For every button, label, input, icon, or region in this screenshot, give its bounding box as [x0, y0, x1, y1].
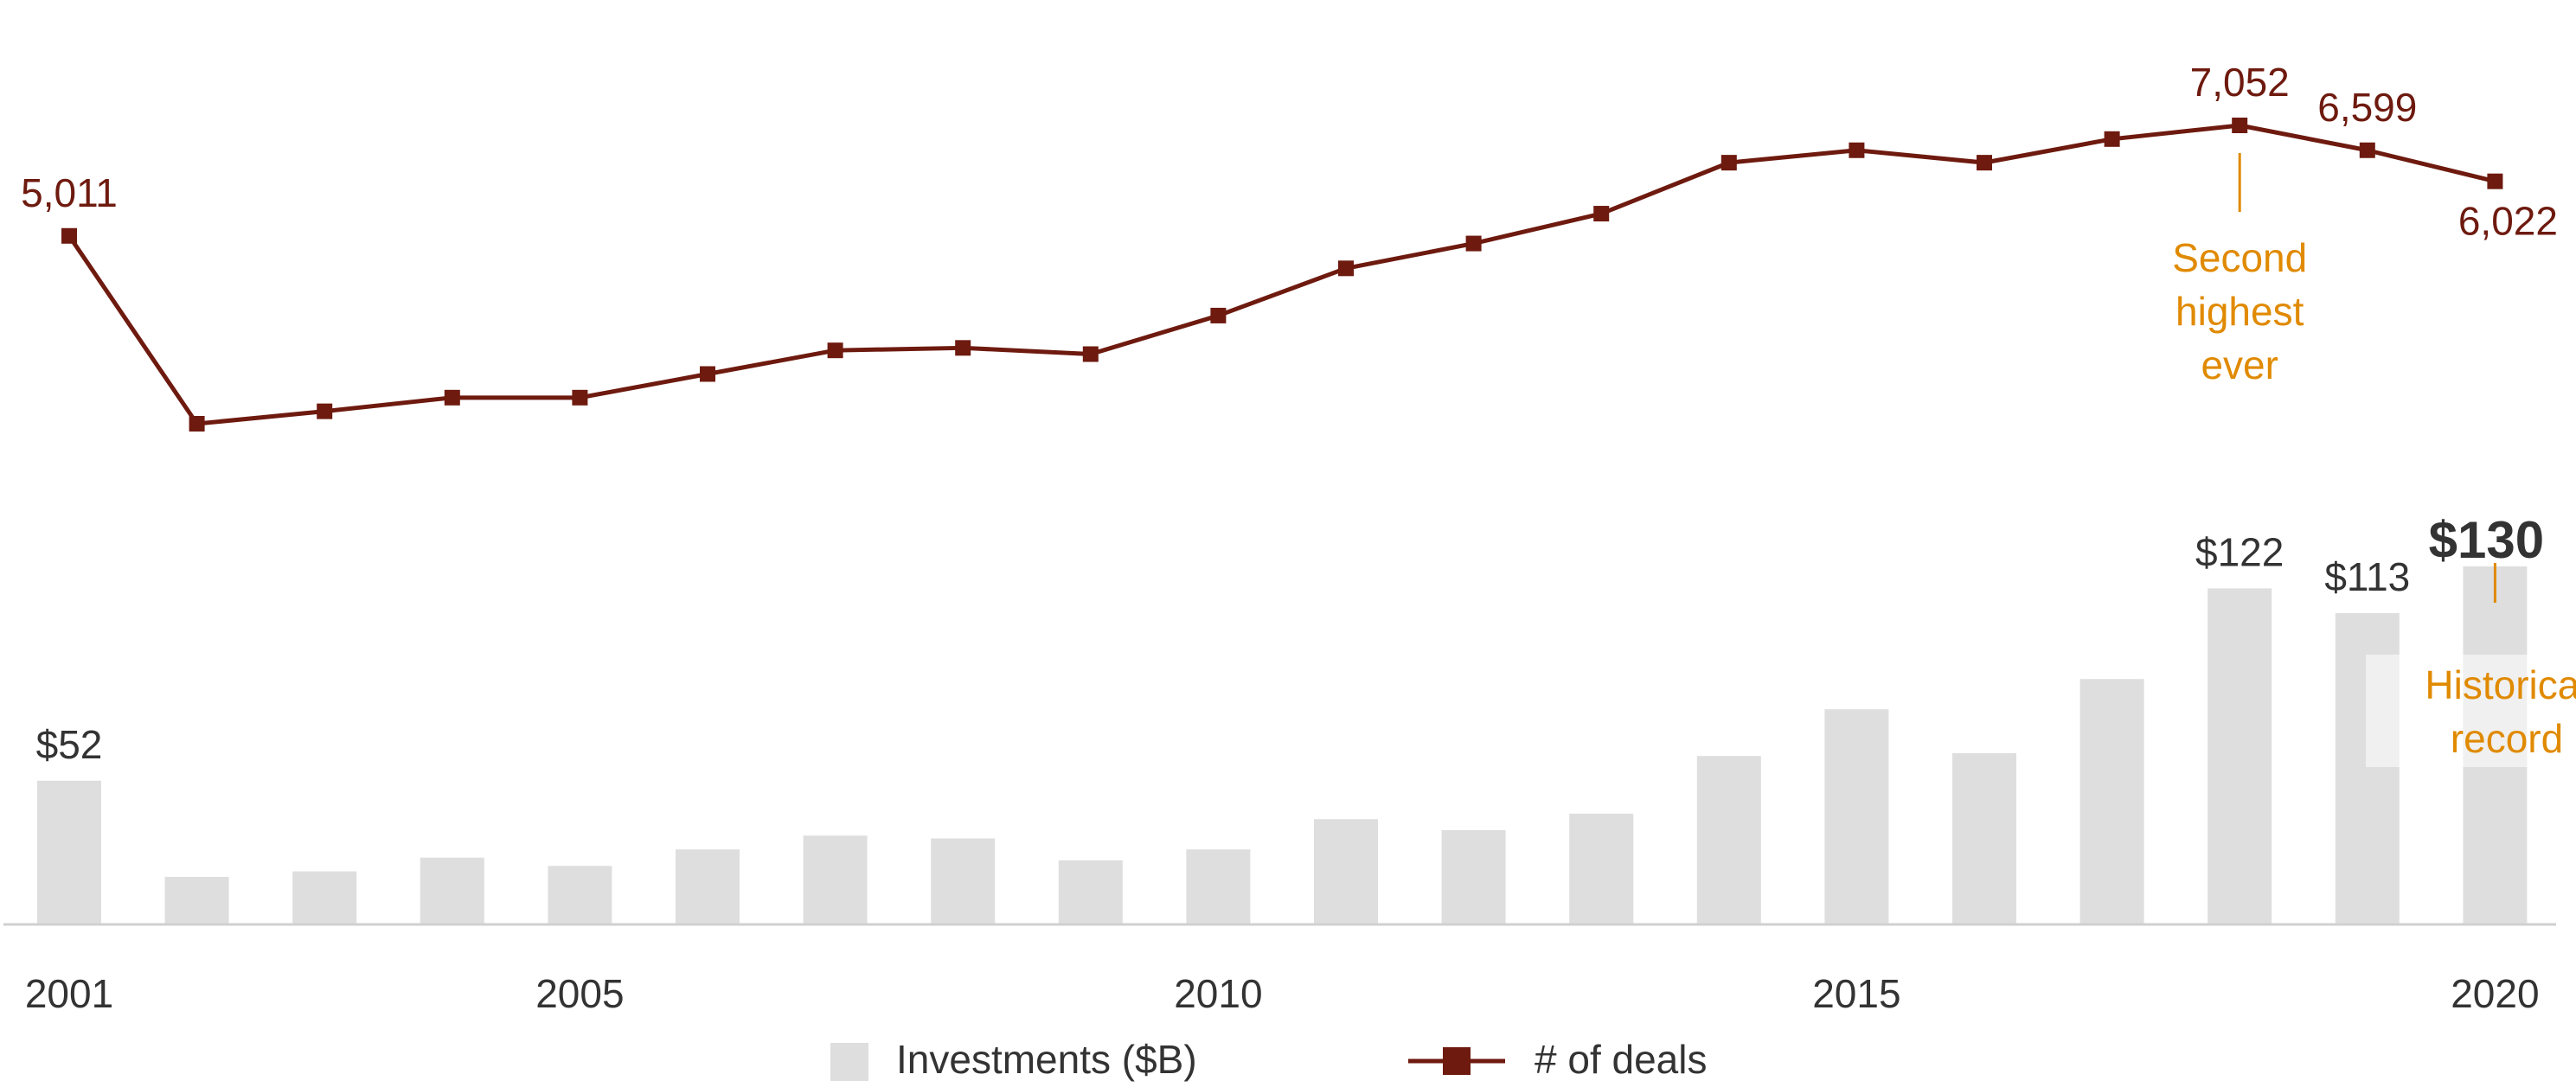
deals-marker-2007	[827, 342, 843, 359]
bar-label-2019: $113	[2324, 554, 2410, 599]
deals-marker-2020	[2487, 173, 2503, 189]
x-tick-2015: 2015	[1812, 971, 1900, 1016]
legend-label-deals: # of deals	[1535, 1037, 1707, 1082]
x-tick-2020: 2020	[2451, 971, 2539, 1016]
bar-2012	[1441, 829, 1506, 924]
bar-label-2018: $122	[2195, 529, 2284, 574]
x-tick-2005: 2005	[535, 971, 624, 1016]
bar-2004	[420, 857, 484, 924]
bar-2006	[676, 849, 740, 924]
legend: Investments ($B) # of deals	[830, 1037, 1707, 1082]
line-label-2018: 7,052	[2190, 60, 2290, 105]
bar-2001	[37, 780, 101, 924]
legend-marker-deals	[1443, 1047, 1471, 1075]
deals-marker-2005	[572, 389, 588, 406]
deals-marker-2010	[1210, 307, 1227, 323]
deals-marker-2001	[61, 227, 77, 244]
deals-marker-2004	[444, 389, 460, 406]
deals-marker-2002	[189, 416, 205, 432]
bar-2003	[292, 871, 357, 924]
deals-marker-2012	[1465, 235, 1482, 252]
deals-line	[67, 123, 2496, 426]
bar-2008	[931, 838, 996, 924]
x-axis-tick-labels: 2001 2005 2010 2015 2020	[25, 971, 2540, 1016]
legend-swatch-investments	[830, 1043, 868, 1081]
bar-label-2001: $52	[36, 722, 103, 767]
bar-2011	[1314, 819, 1378, 924]
bar-2002	[164, 876, 229, 924]
bar-2015	[1824, 709, 1889, 924]
deals-marker-2014	[1721, 155, 1737, 171]
line-label-2019: 6,599	[2317, 85, 2417, 130]
bar-2010	[1186, 849, 1251, 924]
line-label-2001: 5,011	[21, 170, 118, 215]
legend-label-investments: Investments ($B)	[896, 1037, 1197, 1082]
deals-marker-2018	[2232, 118, 2248, 133]
x-tick-2001: 2001	[25, 971, 113, 1016]
deals-marker-2017	[2104, 131, 2120, 147]
annotation-text-2018-1: highest	[2176, 289, 2304, 334]
bar-2013	[1569, 813, 1634, 924]
data-labels: $52 $122 $113 $130 5,011 7,052 6,599 6,022	[21, 60, 2558, 767]
bar-2014	[1696, 756, 1761, 924]
deals-marker-2015	[1849, 142, 1865, 158]
deals-marker-2009	[1082, 346, 1099, 362]
deals-marker-2019	[2359, 142, 2375, 158]
bar-2009	[1058, 860, 1123, 924]
annotation-text-2018-2: ever	[2201, 342, 2278, 387]
bar-2007	[803, 835, 868, 924]
deals-marker-2006	[700, 366, 715, 382]
deals-marker-2013	[1593, 206, 1610, 222]
bar-label-2020: $130	[2429, 511, 2544, 569]
line-label-2020: 6,022	[2458, 199, 2558, 244]
annotation-text-2018-0: Second	[2172, 235, 2307, 280]
annotation-text-2020-0: Historical	[2425, 662, 2576, 707]
line-series-deals	[61, 118, 2503, 432]
bar-series-investments	[37, 566, 2528, 924]
annotation-text-2020-1: record	[2451, 716, 2563, 761]
deals-marker-2011	[1338, 260, 1354, 277]
annotation-backdrop-2020	[2366, 655, 2556, 767]
bar-2018	[2208, 588, 2272, 924]
bar-2005	[548, 866, 612, 924]
bar-2016	[1952, 753, 2016, 924]
deals-marker-2003	[317, 403, 333, 419]
deals-marker-2008	[955, 340, 971, 356]
annotations: Second highest ever Historical record	[2172, 153, 2576, 767]
bar-2017	[2079, 679, 2144, 924]
deals-marker-2016	[1977, 155, 1992, 171]
x-tick-2010: 2010	[1174, 971, 1262, 1016]
